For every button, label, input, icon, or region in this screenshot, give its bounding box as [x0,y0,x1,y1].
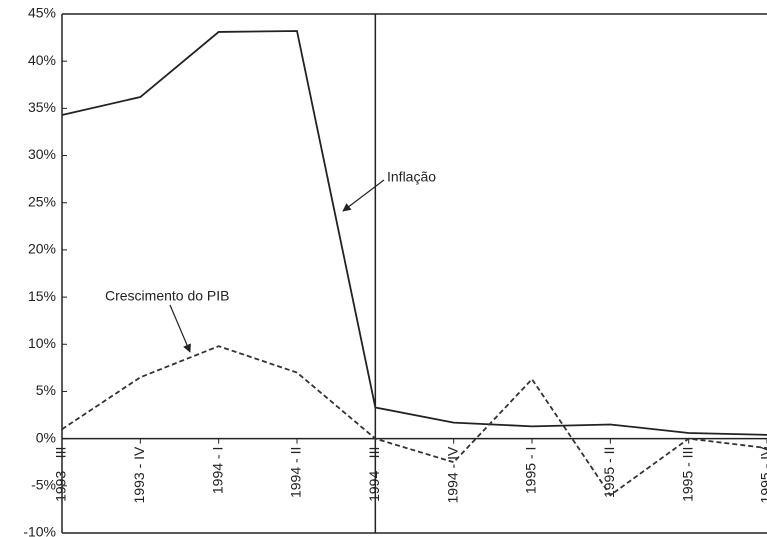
y-tick-label: 45% [28,5,56,21]
annotation-arrow [169,304,191,353]
x-tick-label: 1994 - I [209,447,225,494]
x-tick-label: 1995 - I [523,447,539,494]
y-tick-label: 35% [28,99,56,115]
annotation: Inflação [387,169,436,185]
y-tick-label: 0% [36,429,56,445]
y-tick-label: -5% [31,477,56,493]
y-tick-label: 5% [36,382,56,398]
x-tick-label: 1994 - II [288,447,304,498]
x-tick-label: 1994 - III [366,447,382,502]
x-tick-label: 1995 - III [679,447,695,502]
series-line [61,345,767,497]
y-tick-label: 25% [28,193,56,209]
y-tick-label: 15% [28,288,56,304]
y-tick-label: 20% [28,241,56,257]
y-tick-label: 30% [28,146,56,162]
x-tick-label: 1993 - III [53,447,69,502]
annotation: Crescimento do PIB [105,288,230,304]
y-tick-label: -10% [23,524,56,537]
x-tick-label: 1995 - II [601,447,617,498]
annotation-arrow [342,179,385,212]
series-line [61,30,767,436]
y-tick-label: 40% [28,52,56,68]
x-tick-label: 1993 - IV [131,446,147,503]
y-tick-label: 10% [28,335,56,351]
x-tick-label: 1995 - IV [758,446,767,503]
x-tick-label: 1994 - IV [444,446,460,503]
